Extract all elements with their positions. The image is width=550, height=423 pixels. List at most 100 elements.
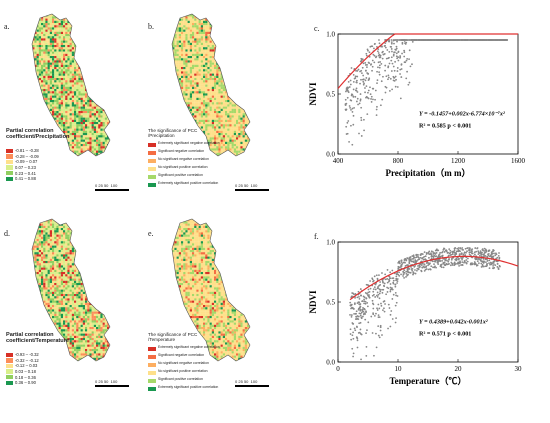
map-cell xyxy=(63,58,66,61)
map-cell xyxy=(192,75,195,79)
map-cell xyxy=(45,58,48,61)
map-cell xyxy=(65,31,68,35)
map-cell xyxy=(214,117,217,120)
map-cell xyxy=(225,137,228,140)
map-cell xyxy=(93,25,97,28)
map-cell xyxy=(43,78,46,81)
map-cell xyxy=(47,141,50,145)
map-cell xyxy=(60,47,64,50)
map-cell xyxy=(194,124,197,127)
map-cell xyxy=(38,25,42,28)
map-cell xyxy=(96,128,99,131)
map-cell xyxy=(205,18,208,21)
map-cell xyxy=(233,89,237,92)
map-cell xyxy=(231,84,234,87)
map-cell xyxy=(183,69,186,72)
map-cell xyxy=(189,23,193,26)
map-cell xyxy=(56,69,59,72)
map-cell xyxy=(49,119,53,123)
map-cell xyxy=(192,95,195,98)
map-cell xyxy=(107,139,110,142)
map-cell xyxy=(185,45,188,48)
map-cell xyxy=(218,56,221,59)
map-cell xyxy=(216,53,219,57)
map-cell xyxy=(107,45,110,48)
map-cell xyxy=(65,53,68,57)
map-cell xyxy=(107,67,110,70)
map-cell xyxy=(249,133,250,136)
map-cell xyxy=(78,139,81,142)
map-cell xyxy=(100,71,103,74)
map-cell xyxy=(111,82,113,84)
map-cell xyxy=(187,124,190,127)
map-cell xyxy=(244,36,248,39)
map-cell xyxy=(74,45,77,48)
map-cell xyxy=(41,157,43,159)
map-cell xyxy=(93,119,97,123)
map-cell xyxy=(172,49,175,52)
map-cell xyxy=(205,86,208,90)
map-cell xyxy=(200,23,204,26)
map-cell xyxy=(176,91,179,94)
map-cell xyxy=(45,14,48,15)
map-cell xyxy=(80,23,83,26)
map-cell xyxy=(82,108,86,112)
map-cell xyxy=(60,71,64,74)
map-cell xyxy=(104,84,108,87)
map-cell xyxy=(63,95,66,98)
map-cell xyxy=(192,51,195,54)
map-cell xyxy=(178,82,182,85)
map-cell xyxy=(78,49,81,52)
map-cell xyxy=(200,20,204,24)
map-cell xyxy=(207,62,210,65)
map-cell xyxy=(192,73,195,76)
map-cell xyxy=(41,159,43,161)
map-cell xyxy=(189,93,193,96)
map-cell xyxy=(218,16,221,19)
map-cell xyxy=(240,53,243,57)
map-cell xyxy=(111,153,113,155)
legend-item: -0.28 – -0.09 xyxy=(6,154,39,160)
map-cell xyxy=(242,122,245,125)
map-cell xyxy=(196,122,199,125)
map-cell xyxy=(249,67,250,70)
map-cell xyxy=(47,67,50,70)
map-cell xyxy=(218,27,221,30)
map-cell xyxy=(209,67,212,70)
map-cell xyxy=(172,67,175,70)
map-cell xyxy=(109,144,110,147)
map-cell xyxy=(76,117,79,120)
map-cell xyxy=(80,51,83,54)
map-cell xyxy=(85,111,88,114)
map-cell xyxy=(231,128,234,131)
map-cell xyxy=(240,108,243,112)
map-cell xyxy=(109,25,110,28)
map-cell xyxy=(82,18,86,21)
map-cell xyxy=(69,141,72,145)
map-cell xyxy=(96,71,99,74)
map-cell xyxy=(43,67,46,70)
map-cell xyxy=(247,130,250,134)
map-cell xyxy=(187,117,190,120)
map-cell xyxy=(32,82,33,85)
map-cell xyxy=(172,58,173,61)
map-cell xyxy=(183,38,186,41)
map-cell xyxy=(244,115,248,118)
map-cell xyxy=(231,133,234,136)
map-cell xyxy=(102,60,105,63)
map-cell xyxy=(41,124,44,127)
map-cell xyxy=(87,122,90,125)
map-cell xyxy=(93,18,97,21)
map-cell xyxy=(67,97,70,101)
map-cell xyxy=(178,67,182,70)
map-cell xyxy=(178,34,182,37)
map-cell xyxy=(187,102,190,105)
map-cell xyxy=(107,29,110,32)
map-cell xyxy=(56,31,59,35)
map-cell xyxy=(89,16,92,19)
map-cell xyxy=(236,128,239,131)
map-cell xyxy=(45,16,48,19)
map-cell xyxy=(227,82,230,85)
map-cell xyxy=(78,135,81,138)
map-cell xyxy=(52,18,55,21)
